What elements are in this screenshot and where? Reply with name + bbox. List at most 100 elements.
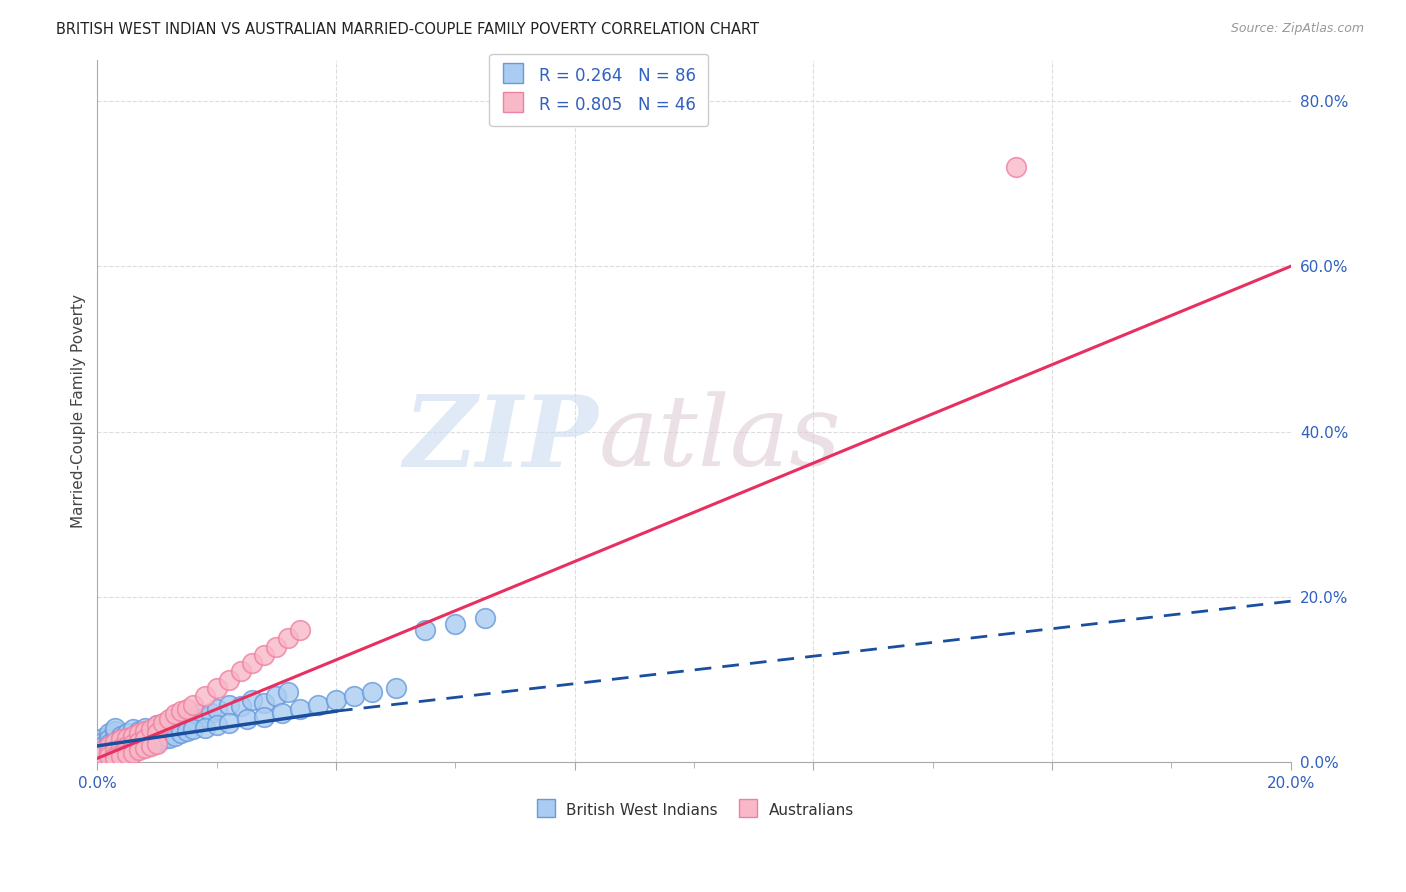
- Point: [104, 751, 127, 765]
- Point: [253, 648, 276, 662]
- Point: [91, 739, 114, 753]
- Point: [271, 706, 294, 720]
- Point: [157, 715, 180, 730]
- Point: [181, 698, 204, 712]
- Point: [139, 724, 162, 739]
- Point: [343, 690, 366, 704]
- Point: [104, 748, 127, 763]
- Point: [134, 721, 156, 735]
- Point: [110, 743, 132, 757]
- Point: [134, 732, 156, 747]
- Point: [360, 685, 382, 699]
- Point: [157, 731, 180, 745]
- Point: [98, 726, 121, 740]
- Point: [163, 726, 186, 740]
- Point: [128, 726, 150, 740]
- Point: [1005, 160, 1028, 174]
- Point: [104, 746, 127, 760]
- Point: [152, 715, 174, 730]
- Point: [115, 747, 138, 761]
- Point: [266, 690, 288, 704]
- Point: [152, 729, 174, 743]
- Point: [152, 732, 174, 747]
- Point: [104, 743, 127, 757]
- Point: [122, 746, 145, 760]
- Point: [110, 748, 132, 763]
- Point: [170, 726, 193, 740]
- Point: [104, 735, 127, 749]
- Point: [128, 735, 150, 749]
- Point: [122, 743, 145, 757]
- Point: [290, 701, 312, 715]
- Point: [277, 685, 299, 699]
- Point: [98, 746, 121, 760]
- Point: [122, 743, 145, 757]
- Point: [115, 746, 138, 760]
- Point: [157, 713, 180, 727]
- Point: [128, 724, 150, 739]
- Point: [253, 696, 276, 710]
- Point: [91, 747, 114, 761]
- Point: [128, 740, 150, 755]
- Point: [91, 735, 114, 749]
- Point: [98, 737, 121, 751]
- Point: [110, 747, 132, 761]
- Point: [170, 714, 193, 728]
- Point: [139, 739, 162, 753]
- Point: [128, 743, 150, 757]
- Point: [134, 740, 156, 755]
- Point: [115, 740, 138, 755]
- Legend: British West Indians, Australians: British West Indians, Australians: [529, 794, 860, 825]
- Point: [242, 657, 264, 671]
- Point: [290, 623, 312, 637]
- Point: [122, 737, 145, 751]
- Point: [157, 724, 180, 739]
- Point: [146, 718, 169, 732]
- Point: [194, 721, 217, 735]
- Point: [146, 718, 169, 732]
- Point: [181, 713, 204, 727]
- Point: [139, 732, 162, 747]
- Point: [170, 704, 193, 718]
- Point: [128, 740, 150, 755]
- Point: [146, 726, 169, 740]
- Point: [205, 718, 228, 732]
- Point: [384, 681, 406, 695]
- Point: [200, 706, 222, 720]
- Point: [110, 740, 132, 755]
- Point: [134, 739, 156, 753]
- Point: [128, 735, 150, 749]
- Point: [325, 693, 347, 707]
- Point: [229, 699, 252, 714]
- Y-axis label: Married-Couple Family Poverty: Married-Couple Family Poverty: [72, 294, 86, 528]
- Point: [104, 748, 127, 763]
- Point: [146, 735, 169, 749]
- Point: [134, 737, 156, 751]
- Text: ZIP: ZIP: [404, 391, 599, 487]
- Point: [139, 723, 162, 737]
- Point: [194, 690, 217, 704]
- Point: [104, 721, 127, 735]
- Point: [98, 739, 121, 753]
- Point: [181, 723, 204, 737]
- Text: BRITISH WEST INDIAN VS AUSTRALIAN MARRIED-COUPLE FAMILY POVERTY CORRELATION CHAR: BRITISH WEST INDIAN VS AUSTRALIAN MARRIE…: [56, 22, 759, 37]
- Point: [139, 737, 162, 751]
- Point: [187, 707, 209, 722]
- Point: [122, 723, 145, 737]
- Point: [146, 735, 169, 749]
- Point: [104, 724, 127, 739]
- Point: [242, 693, 264, 707]
- Point: [218, 673, 240, 687]
- Point: [98, 732, 121, 747]
- Text: Source: ZipAtlas.com: Source: ZipAtlas.com: [1230, 22, 1364, 36]
- Point: [205, 701, 228, 715]
- Point: [110, 747, 132, 761]
- Point: [110, 732, 132, 747]
- Point: [152, 721, 174, 735]
- Point: [134, 724, 156, 739]
- Point: [91, 743, 114, 757]
- Point: [122, 731, 145, 745]
- Point: [122, 737, 145, 751]
- Point: [163, 729, 186, 743]
- Point: [307, 698, 329, 712]
